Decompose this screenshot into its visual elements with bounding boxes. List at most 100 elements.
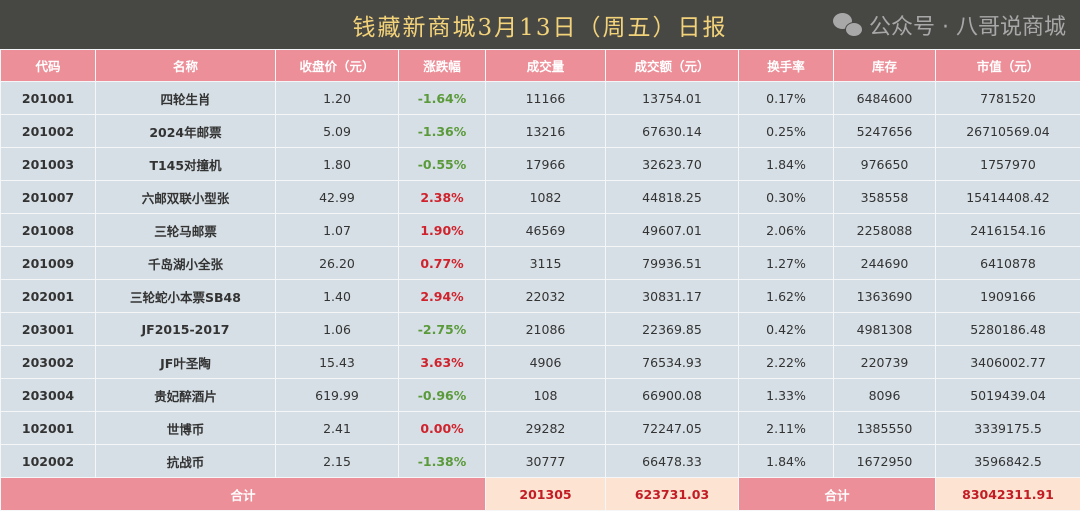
cell-close-price: 1.07 xyxy=(276,214,399,247)
cell-turnover: 0.25% xyxy=(739,115,834,148)
cell-volume: 46569 xyxy=(486,214,606,247)
cell-code: 102001 xyxy=(1,412,96,445)
cell-volume: 1082 xyxy=(486,181,606,214)
cell-volume: 22032 xyxy=(486,280,606,313)
total-row: 合计 201305 623731.03 合计 83042311.91 xyxy=(1,478,1080,511)
cell-stock: 1363690 xyxy=(834,280,936,313)
column-header-market-value: 市值（元） xyxy=(936,50,1080,82)
cell-market-value: 5019439.04 xyxy=(936,379,1080,412)
cell-turnover: 1.27% xyxy=(739,247,834,280)
cell-stock: 1672950 xyxy=(834,445,936,478)
cell-change-pct: 2.38% xyxy=(399,181,486,214)
cell-stock: 976650 xyxy=(834,148,936,181)
cell-change-pct: -2.75% xyxy=(399,313,486,346)
cell-code: 201007 xyxy=(1,181,96,214)
cell-amount: 72247.05 xyxy=(606,412,739,445)
cell-code: 201009 xyxy=(1,247,96,280)
table-header-row: 代码名称收盘价（元）涨跌幅成交量成交额（元）换手率库存市值（元） xyxy=(1,50,1080,82)
cell-turnover: 2.11% xyxy=(739,412,834,445)
cell-close-price: 15.43 xyxy=(276,346,399,379)
total-amount: 623731.03 xyxy=(606,478,739,511)
cell-volume: 17966 xyxy=(486,148,606,181)
cell-stock: 5247656 xyxy=(834,115,936,148)
cell-stock: 2258088 xyxy=(834,214,936,247)
cell-turnover: 2.22% xyxy=(739,346,834,379)
column-header-code: 代码 xyxy=(1,50,96,82)
cell-turnover: 2.06% xyxy=(739,214,834,247)
cell-market-value: 15414408.42 xyxy=(936,181,1080,214)
cell-stock: 6484600 xyxy=(834,82,936,115)
cell-volume: 13216 xyxy=(486,115,606,148)
cell-market-value: 3406002.77 xyxy=(936,346,1080,379)
cell-code: 201003 xyxy=(1,148,96,181)
cell-close-price: 2.41 xyxy=(276,412,399,445)
cell-change-pct: -1.64% xyxy=(399,82,486,115)
cell-volume: 3115 xyxy=(486,247,606,280)
cell-name: 三轮蛇小本票SB48 xyxy=(96,280,276,313)
cell-close-price: 5.09 xyxy=(276,115,399,148)
cell-code: 201002 xyxy=(1,115,96,148)
cell-name: 六邮双联小型张 xyxy=(96,181,276,214)
cell-close-price: 42.99 xyxy=(276,181,399,214)
column-header-change-pct: 涨跌幅 xyxy=(399,50,486,82)
cell-name: 2024年邮票 xyxy=(96,115,276,148)
total-label: 合计 xyxy=(1,478,486,511)
cell-volume: 11166 xyxy=(486,82,606,115)
cell-name: JF叶圣陶 xyxy=(96,346,276,379)
total-label-2: 合计 xyxy=(739,478,936,511)
cell-stock: 244690 xyxy=(834,247,936,280)
cell-close-price: 1.20 xyxy=(276,82,399,115)
cell-amount: 67630.14 xyxy=(606,115,739,148)
cell-stock: 4981308 xyxy=(834,313,936,346)
cell-change-pct: 2.94% xyxy=(399,280,486,313)
cell-amount: 76534.93 xyxy=(606,346,739,379)
column-header-name: 名称 xyxy=(96,50,276,82)
cell-name: JF2015-2017 xyxy=(96,313,276,346)
cell-change-pct: -1.36% xyxy=(399,115,486,148)
cell-volume: 21086 xyxy=(486,313,606,346)
total-market-value: 83042311.91 xyxy=(936,478,1080,511)
cell-code: 202001 xyxy=(1,280,96,313)
cell-change-pct: 3.63% xyxy=(399,346,486,379)
cell-code: 201001 xyxy=(1,82,96,115)
cell-amount: 32623.70 xyxy=(606,148,739,181)
cell-name: 世博币 xyxy=(96,412,276,445)
cell-stock: 220739 xyxy=(834,346,936,379)
cell-stock: 1385550 xyxy=(834,412,936,445)
cell-change-pct: 0.77% xyxy=(399,247,486,280)
cell-turnover: 1.33% xyxy=(739,379,834,412)
cell-turnover: 1.84% xyxy=(739,445,834,478)
column-header-volume: 成交量 xyxy=(486,50,606,82)
cell-code: 201008 xyxy=(1,214,96,247)
cell-code: 203004 xyxy=(1,379,96,412)
cell-turnover: 1.62% xyxy=(739,280,834,313)
cell-stock: 8096 xyxy=(834,379,936,412)
cell-amount: 13754.01 xyxy=(606,82,739,115)
cell-turnover: 0.42% xyxy=(739,313,834,346)
cell-change-pct: -0.96% xyxy=(399,379,486,412)
cell-volume: 29282 xyxy=(486,412,606,445)
cell-close-price: 2.15 xyxy=(276,445,399,478)
cell-amount: 49607.01 xyxy=(606,214,739,247)
cell-change-pct: -1.38% xyxy=(399,445,486,478)
cell-amount: 30831.17 xyxy=(606,280,739,313)
cell-market-value: 3339175.5 xyxy=(936,412,1080,445)
cell-name: T145对撞机 xyxy=(96,148,276,181)
cell-change-pct: -0.55% xyxy=(399,148,486,181)
cell-amount: 66900.08 xyxy=(606,379,739,412)
cell-change-pct: 0.00% xyxy=(399,412,486,445)
cell-close-price: 26.20 xyxy=(276,247,399,280)
cell-volume: 108 xyxy=(486,379,606,412)
cell-market-value: 7781520 xyxy=(936,82,1080,115)
cell-market-value: 6410878 xyxy=(936,247,1080,280)
cell-amount: 44818.25 xyxy=(606,181,739,214)
cell-name: 三轮马邮票 xyxy=(96,214,276,247)
total-volume: 201305 xyxy=(486,478,606,511)
